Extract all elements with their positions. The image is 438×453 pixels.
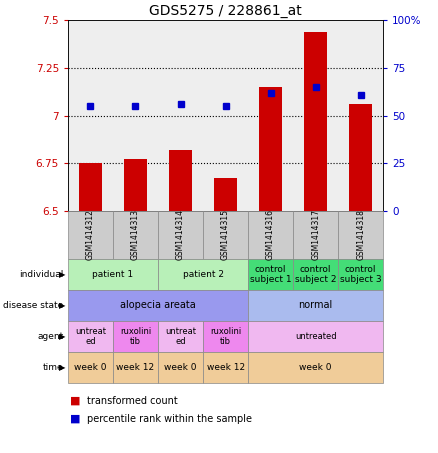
Text: ■: ■ [70,414,81,424]
Text: disease state: disease state [3,301,64,310]
Text: transformed count: transformed count [87,396,177,406]
Text: week 12: week 12 [206,363,245,372]
Text: alopecia areata: alopecia areata [120,300,196,310]
Text: week 0: week 0 [300,363,332,372]
Text: GSM1414316: GSM1414316 [266,209,275,260]
Text: normal: normal [299,300,333,310]
Text: patient 2: patient 2 [183,270,223,279]
Bar [169,150,192,211]
Bar [350,104,372,211]
Text: week 12: week 12 [117,363,155,372]
Bar [304,32,327,211]
Text: control
subject 3: control subject 3 [340,265,381,284]
Text: ruxolini
tib: ruxolini tib [210,327,241,346]
Text: week 0: week 0 [164,363,197,372]
Text: ▶: ▶ [59,301,66,310]
Bar [214,178,237,211]
Text: control
subject 1: control subject 1 [250,265,291,284]
Text: percentile rank within the sample: percentile rank within the sample [87,414,252,424]
Text: GSM1414312: GSM1414312 [86,209,95,260]
Text: individual: individual [19,270,64,279]
Text: untreated: untreated [295,332,336,341]
Title: GDS5275 / 228861_at: GDS5275 / 228861_at [149,4,302,18]
Text: untreat
ed: untreat ed [75,327,106,346]
Bar [259,87,282,211]
Text: GSM1414314: GSM1414314 [176,209,185,260]
Text: ▶: ▶ [59,270,66,279]
Text: ■: ■ [70,396,81,406]
Text: control
subject 2: control subject 2 [295,265,336,284]
Text: time: time [43,363,64,372]
Text: untreat
ed: untreat ed [165,327,196,346]
Text: agent: agent [37,332,64,341]
Text: GSM1414313: GSM1414313 [131,209,140,260]
Bar [124,159,147,211]
Text: ▶: ▶ [59,332,66,341]
Text: GSM1414318: GSM1414318 [356,209,365,260]
Text: ruxolini
tib: ruxolini tib [120,327,151,346]
Text: GSM1414317: GSM1414317 [311,209,320,260]
Text: GSM1414315: GSM1414315 [221,209,230,260]
Text: patient 1: patient 1 [92,270,134,279]
Text: week 0: week 0 [74,363,107,372]
Bar [79,163,102,211]
Text: ▶: ▶ [59,363,66,372]
